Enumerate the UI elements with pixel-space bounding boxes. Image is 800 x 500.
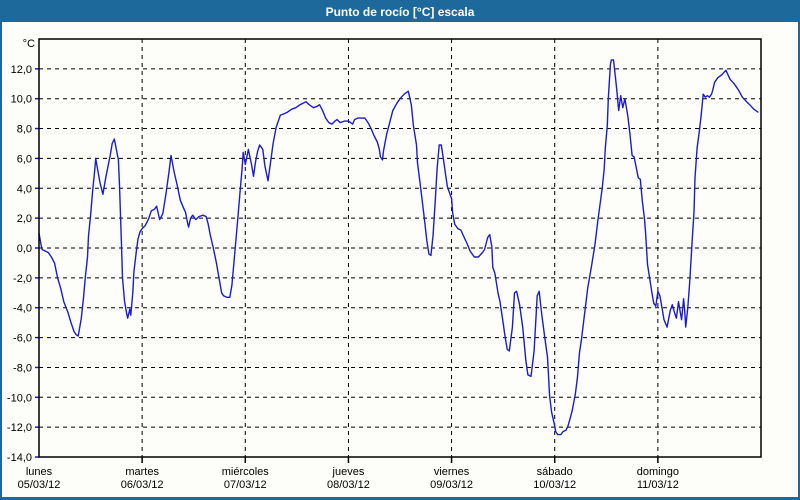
y-tick-label: -10,0	[7, 392, 32, 404]
y-tick-label: -12,0	[7, 422, 32, 434]
y-tick-label: 4,0	[17, 183, 32, 195]
x-date-label: 07/03/12	[224, 479, 267, 491]
y-tick-label: -14,0	[7, 452, 32, 464]
y-tick-label: 2,0	[17, 213, 32, 225]
y-tick-label: -4,0	[13, 303, 32, 315]
x-date-label: 10/03/12	[533, 479, 576, 491]
y-tick-label: 10,0	[11, 94, 32, 106]
y-axis-unit-label: °C	[23, 38, 35, 50]
x-date-label: 06/03/12	[121, 479, 164, 491]
y-tick-label: 8,0	[17, 124, 32, 136]
y-tick-label: 0,0	[17, 243, 32, 255]
x-date-label: 05/03/12	[18, 479, 61, 491]
x-day-label: sábado	[537, 466, 573, 478]
x-day-label: miércoles	[222, 466, 270, 478]
x-day-label: martes	[125, 466, 159, 478]
x-day-label: jueves	[332, 466, 365, 478]
y-tick-label: -6,0	[13, 333, 32, 345]
x-day-label: lunes	[26, 466, 53, 478]
x-date-label: 09/03/12	[430, 479, 473, 491]
plot-frame	[38, 38, 762, 458]
chart-canvas: 12,0 10,0 8,0 6,0 4,0 2,0 0,0 -2,0 -4,0 -6,0 -8,0 -…	[7, 38, 762, 491]
chart-plot-area: 12,0 10,0 8,0 6,0 4,0 2,0 0,0 -2,0 -4,0 -6,0 -8,0 -…	[2, 22, 798, 497]
x-day-label: viernes	[434, 466, 470, 478]
series-dew-point-line	[38, 59, 759, 436]
x-day-label: domingo	[637, 466, 679, 478]
y-tick-label: -2,0	[13, 273, 32, 285]
y-tick-label: 6,0	[17, 153, 32, 165]
chart-title-bar: Punto de rocío [°C] escala	[2, 2, 798, 22]
y-tick-label: -8,0	[13, 362, 32, 374]
x-date-label: 11/03/12	[637, 479, 679, 491]
x-date-label: 08/03/12	[327, 479, 370, 491]
y-tick-label: 12,0	[11, 64, 32, 76]
chart-title: Punto de rocío [°C] escala	[325, 5, 475, 19]
